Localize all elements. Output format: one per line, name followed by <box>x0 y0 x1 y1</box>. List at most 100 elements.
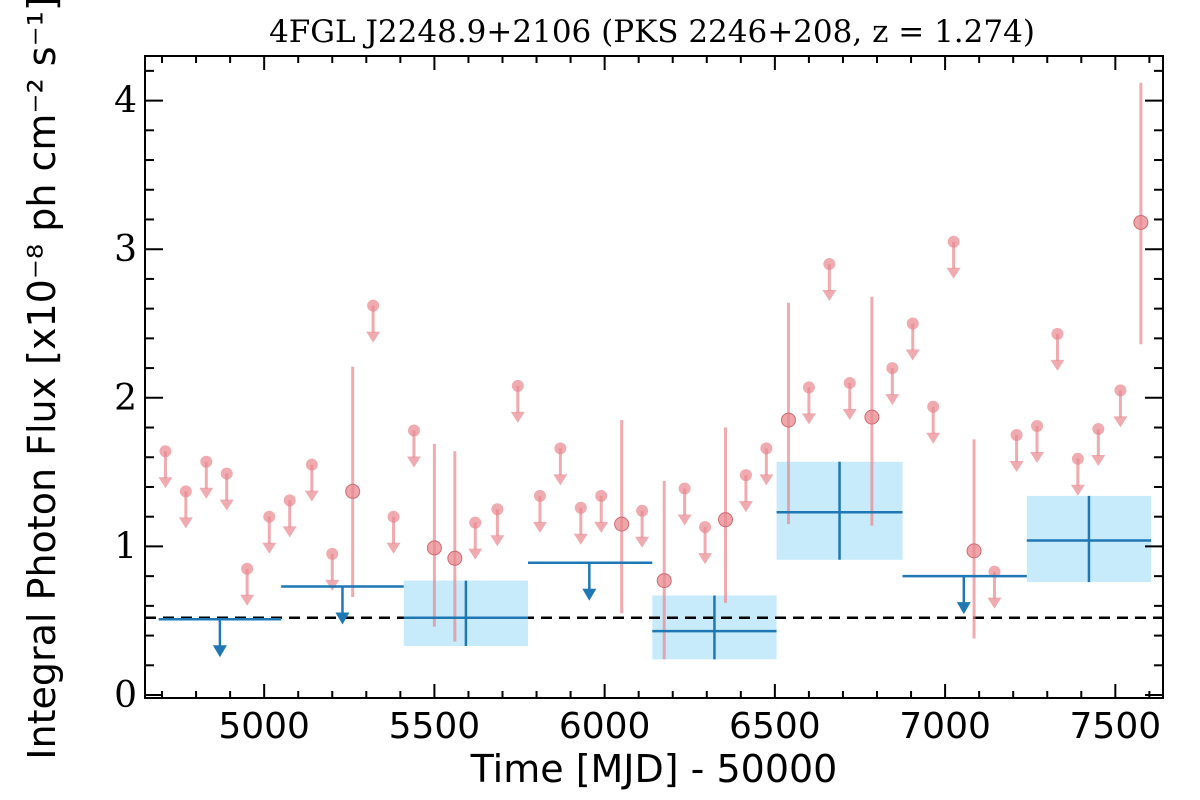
fine-ul-marker <box>1071 452 1084 465</box>
x-tick-label: 7500 <box>1070 706 1162 747</box>
fine-ul-marker <box>1051 327 1064 340</box>
fine-ul-marker <box>1010 428 1023 441</box>
fine-point-13 <box>426 443 442 627</box>
fine-marker <box>864 409 880 425</box>
chart-title: 4FGL J2248.9+2106 (PKS 2246+208, z = 1.2… <box>269 14 1035 50</box>
fine-point-24 <box>656 481 672 660</box>
fine-ul-marker <box>283 494 296 507</box>
fine-ul-arrow <box>510 411 525 423</box>
x-axis: 5000 5500 6000 6500 7000 7500 <box>161 56 1162 747</box>
fine-ul-marker <box>927 400 940 413</box>
fine-point-31 <box>801 381 816 425</box>
y-tick-label: 1 <box>114 526 137 567</box>
fine-ul-marker <box>491 503 504 516</box>
fine-ul-arrow <box>801 413 816 425</box>
fine-point-18 <box>532 489 547 533</box>
fine-marker <box>426 540 442 556</box>
fine-ul-arrow <box>219 499 234 511</box>
fine-marker <box>656 573 672 589</box>
fine-ul-arrow <box>946 267 961 279</box>
fine-ul-arrow <box>468 548 483 560</box>
fine-ul-marker <box>906 317 919 330</box>
fine-ul-arrow <box>905 349 920 361</box>
fine-point-17 <box>510 379 525 423</box>
fine-ul-arrow <box>158 477 173 489</box>
fine-ul-arrow <box>553 474 568 486</box>
fine-ul-arrow <box>386 542 401 554</box>
fine-point-19 <box>553 442 568 486</box>
fine-point-37 <box>926 400 941 444</box>
fine-ul-marker <box>678 482 691 495</box>
fine-point-33 <box>842 376 857 420</box>
fine-ul-arrow <box>1050 359 1065 371</box>
fine-ul-marker <box>595 489 608 502</box>
fine-ul-marker <box>554 442 567 455</box>
coarse-bin-5 <box>776 461 903 560</box>
fine-ul-arrow <box>987 597 1002 609</box>
y-tick-label: 4 <box>114 81 137 122</box>
fine-point-7 <box>304 458 319 502</box>
fine-ul-marker <box>305 458 318 471</box>
fine-ul-arrow <box>262 542 277 554</box>
fine-point-34 <box>864 296 880 526</box>
fine-point-5 <box>262 510 277 554</box>
fine-point-26 <box>698 521 713 565</box>
fine-ul-marker <box>263 510 276 523</box>
coarse-bin-6 <box>902 574 1027 615</box>
fine-ul-arrow <box>532 521 547 533</box>
fine-ul-arrow <box>366 331 381 343</box>
x-tick-label: 6000 <box>559 706 651 747</box>
fine-ul-marker <box>179 485 192 498</box>
fine-point-20 <box>573 501 588 545</box>
fine-ul-marker <box>636 504 649 517</box>
plot-area <box>145 82 1163 660</box>
fine-ul-marker <box>699 521 712 534</box>
fine-point-14 <box>447 451 463 642</box>
fine-point-16 <box>490 503 505 547</box>
fine-ul-arrow <box>926 432 941 444</box>
fine-ul-marker <box>367 299 380 312</box>
fine-point-46 <box>1113 384 1128 428</box>
x-tick-label: 6500 <box>729 706 821 747</box>
fine-point-39 <box>966 439 982 639</box>
fine-ul-marker <box>574 501 587 514</box>
fine-ul-arrow <box>885 394 900 406</box>
fine-point-28 <box>738 469 753 513</box>
fine-ul-arrow <box>282 526 297 538</box>
x-tick-label: 5000 <box>218 706 310 747</box>
coarse-ul-arrow <box>582 588 597 601</box>
fine-point-27 <box>717 427 733 603</box>
fine-ul-arrow <box>594 521 609 533</box>
fine-marker <box>614 516 630 532</box>
fine-point-44 <box>1070 452 1085 496</box>
fine-point-36 <box>905 317 920 361</box>
fine-ul-marker <box>326 547 339 560</box>
fine-ul-arrow <box>1113 416 1128 428</box>
fine-point-35 <box>885 362 900 406</box>
fine-ul-arrow <box>822 290 837 302</box>
fine-point-0 <box>158 445 173 489</box>
fine-point-21 <box>594 489 609 533</box>
fine-ul-arrow <box>698 553 713 565</box>
coarse-bin-3 <box>528 561 653 601</box>
fine-ul-arrow <box>738 501 753 513</box>
fine-point-42 <box>1030 420 1045 464</box>
fine-point-47 <box>1133 82 1149 345</box>
fine-ul-arrow <box>842 408 857 420</box>
fine-point-15 <box>468 516 483 560</box>
fine-point-10 <box>366 299 381 343</box>
coarse-bin-7 <box>1026 495 1152 583</box>
fine-point-6 <box>282 494 297 538</box>
fine-ul-marker <box>220 467 233 480</box>
fine-point-22 <box>614 420 630 614</box>
coarse-bin-1 <box>281 585 404 625</box>
x-tick-label: 7000 <box>899 706 991 747</box>
fine-point-41 <box>1009 428 1024 472</box>
fine-ul-arrow <box>1070 484 1085 496</box>
fine-point-40 <box>987 565 1002 609</box>
fine-ul-marker <box>200 455 213 468</box>
fine-marker <box>447 550 463 566</box>
coarse-ul-arrow <box>335 612 350 625</box>
x-axis-label: Time [MJD] - 50000 <box>470 747 838 791</box>
fine-ul-arrow <box>677 514 692 526</box>
